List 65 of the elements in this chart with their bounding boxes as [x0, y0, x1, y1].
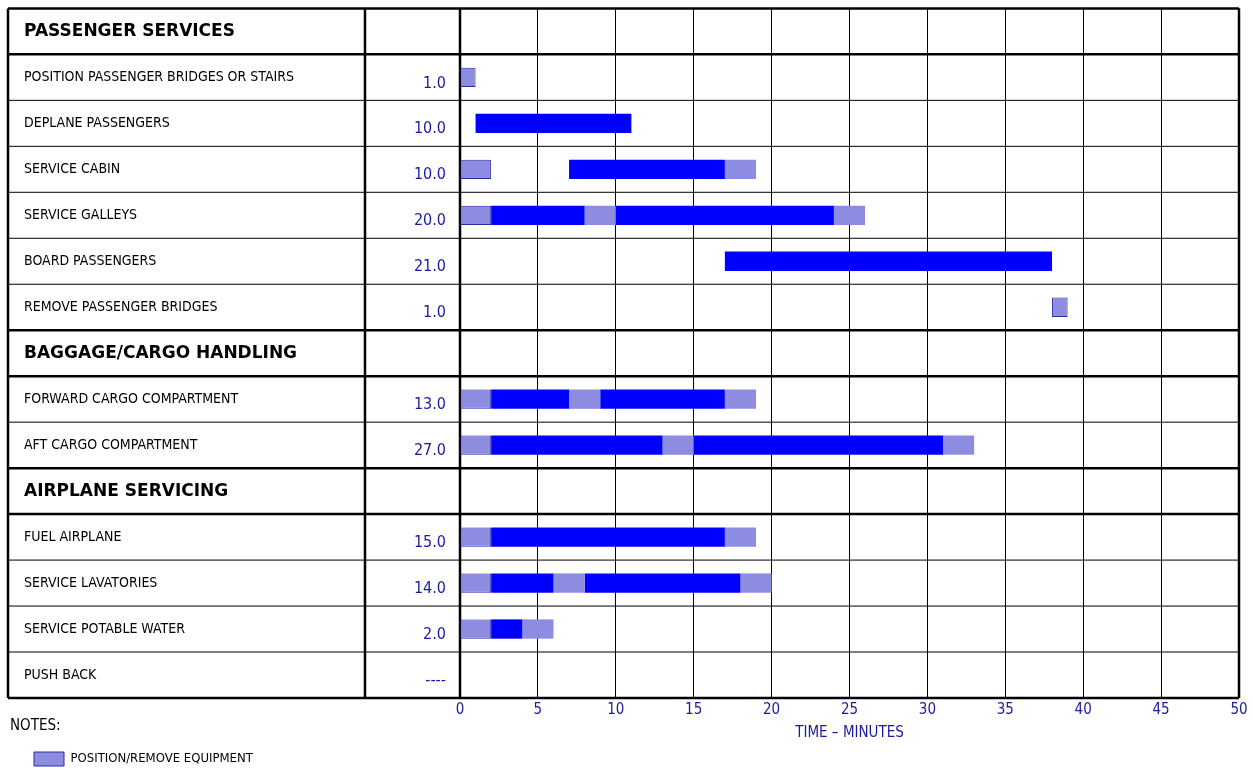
y2-tick-label: 21.0 [413, 256, 446, 276]
x-tick-label: 40 [1074, 699, 1092, 718]
y-tick-label: BOARD PASSENGERS [24, 251, 157, 268]
x-tick-label: 15 [685, 699, 703, 718]
bar [491, 205, 585, 225]
bar [740, 573, 772, 593]
bar [475, 113, 632, 133]
y-tick-label: POSITION PASSENGER BRIDGES OR STAIRS [24, 68, 294, 84]
legend-label: POSITION/REMOVE EQUIPMENT [70, 750, 254, 766]
x-tick-label: 20 [763, 699, 781, 718]
bar [491, 435, 663, 455]
bar [600, 389, 725, 409]
bar [662, 435, 694, 455]
y2-tick-label: 1.0 [423, 302, 446, 322]
y-tick-label: PUSH BACK [24, 665, 98, 682]
bar [553, 573, 585, 593]
bar [724, 159, 757, 179]
y-tick-label: DEPLANE PASSENGERS [24, 113, 170, 130]
bar [833, 205, 866, 225]
y2-tick-label: 13.0 [413, 394, 446, 414]
x-tick-label: 10 [607, 699, 625, 718]
y2-tick-label: 27.0 [413, 440, 446, 460]
x-tick-label: 35 [996, 699, 1014, 718]
bar [615, 205, 834, 225]
x-tick-label: 50 [1230, 699, 1248, 718]
y-tick-label: SERVICE LAVATORIES [24, 573, 158, 590]
bar [569, 159, 725, 179]
y-tick-label: BAGGAGE/CARGO HANDLING [24, 341, 298, 362]
y-tick-label: AIRPLANE SERVICING [24, 479, 229, 500]
bar [724, 389, 757, 409]
y2-tick-label: 15.0 [413, 532, 446, 552]
y2-tick-label: 10.0 [413, 164, 446, 184]
text: NOTES: [10, 715, 61, 734]
bar [491, 527, 725, 547]
bar [724, 527, 757, 547]
bar [491, 619, 523, 639]
bar [724, 251, 1053, 271]
y2-tick-label: 10.0 [413, 118, 446, 138]
bar [491, 389, 570, 409]
bar [569, 389, 601, 409]
x-tick-label: 0 [455, 699, 465, 718]
y-tick-label: FUEL AIRPLANE [24, 527, 122, 544]
y-tick-label: PASSENGER SERVICES [24, 19, 235, 40]
y-tick-label: REMOVE PASSENGER BRIDGES [24, 297, 218, 314]
x-tick-label: 5 [533, 699, 543, 718]
y2-tick-label: ---- [425, 670, 446, 690]
bar [942, 435, 975, 455]
y2-tick-label: 1.0 [423, 72, 446, 92]
y-tick-label: AFT CARGO COMPARTMENT [24, 435, 198, 452]
bar [491, 573, 554, 593]
y-tick-label: FORWARD CARGO COMPARTMENT [24, 389, 239, 406]
y-tick-label: SERVICE POTABLE WATER [24, 619, 186, 636]
y2-tick-label: 14.0 [413, 578, 446, 598]
bar [584, 573, 741, 593]
y2-tick-label: 2.0 [423, 624, 446, 644]
y2-tick-label: 20.0 [413, 210, 446, 230]
x-axis-title: TIME – MINUTES [794, 722, 904, 741]
x-tick-label: 25 [840, 699, 859, 718]
x-tick-label: 30 [918, 699, 936, 718]
bar [693, 435, 943, 455]
y-tick-label: SERVICE CABIN [24, 159, 121, 176]
bar [584, 205, 616, 225]
x-tick-label: 45 [1152, 699, 1170, 718]
bar [522, 619, 554, 639]
y-tick-label: SERVICE GALLEYS [24, 205, 138, 222]
